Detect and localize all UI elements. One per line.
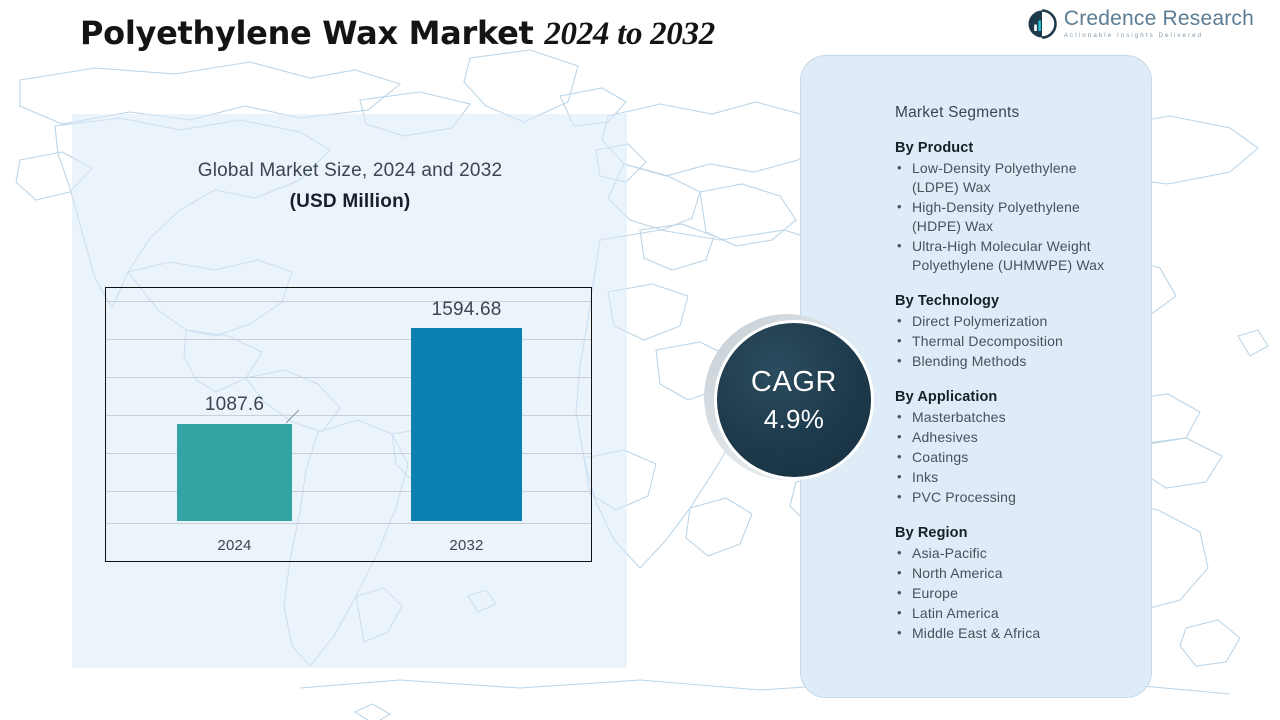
list-item: Blending Methods [895,351,1151,371]
segment-item-line2: (LDPE) Wax [912,179,991,195]
segment-list: Masterbatches Adhesives Coatings Inks PV… [895,407,1151,507]
segment-item-line1: Middle East & Africa [912,625,1041,641]
list-item: Coatings [895,447,1151,467]
page-title-main: Polyethylene Wax Market [80,14,545,52]
list-item: Masterbatches [895,407,1151,427]
logo-wordmark: Credence Research Actionable Insights De… [1064,8,1254,39]
bar-value-label-2024: 1087.6 [204,394,265,415]
list-item: High-Density Polyethylene (HDPE) Wax [895,197,1151,236]
list-item: Latin America [895,603,1151,623]
bar-value-label-2032: 1594.68 [431,299,502,320]
segment-item-line1: PVC Processing [912,489,1017,505]
segment-group-by-application: By Application Masterbatches Adhesives C… [895,389,1151,507]
list-item: Thermal Decomposition [895,331,1151,351]
segment-item-line1: Adhesives [912,429,978,445]
segment-item-line1: Ultra-High Molecular Weight [912,238,1091,254]
list-item: PVC Processing [895,487,1151,507]
cagr-value: 4.9% [763,404,825,434]
segment-group-by-technology: By Technology Direct Polymerization Ther… [895,293,1151,371]
cagr-badge: CAGR 4.9% [704,314,876,492]
segment-item-line1: Inks [912,469,939,485]
list-item: Inks [895,467,1151,487]
bar-label-leader-line-icon [286,410,300,424]
bar-category-label-2032: 2032 [449,537,484,554]
list-item: Middle East & Africa [895,623,1151,643]
list-item: North America [895,563,1151,583]
market-segments-title: Market Segments [895,104,1020,121]
list-item: Europe [895,583,1151,603]
segment-item-line2: (HDPE) Wax [912,218,994,234]
list-item: Ultra-High Molecular Weight Polyethylene… [895,236,1151,275]
logo-tagline: Actionable Insights Delivered [1063,32,1204,39]
segment-heading: By Application [895,389,998,405]
segment-item-line1: Thermal Decomposition [912,333,1063,349]
segment-heading: By Product [895,140,974,156]
page-title-years: 2024 to 2032 [544,16,715,52]
segment-item-line1: Latin America [912,605,999,621]
bar-rect-2032 [411,328,522,521]
bar-category-label-2024: 2024 [217,537,252,554]
segment-list: Low-Density Polyethylene (LDPE) Wax High… [895,158,1151,275]
page-title: Polyethylene Wax Market 2024 to 2032 [80,14,715,53]
segment-item-line1: High-Density Polyethylene [912,199,1080,215]
list-item: Direct Polymerization [895,311,1151,331]
cagr-label: CAGR [750,366,838,398]
segment-item-line1: Blending Methods [912,353,1027,369]
list-item: Asia-Pacific [895,543,1151,563]
segment-heading: By Region [895,525,968,541]
list-item: Low-Density Polyethylene (LDPE) Wax [895,158,1151,197]
segment-item-line1: Asia-Pacific [912,545,987,561]
chart-title: Global Market Size, 2024 and 2032 [197,160,503,181]
segment-item-line1: Direct Polymerization [912,313,1048,329]
logo-brand-name: Credence Research [1063,7,1254,30]
segment-item-line1: Europe [912,585,959,601]
segment-item-line1: Coatings [912,449,969,465]
cagr-circle: CAGR 4.9% [714,320,874,480]
bar-rect-2024 [177,424,292,521]
segment-group-by-product: By Product Low-Density Polyethylene (LDP… [895,140,1151,275]
bar-chart: 1087.6 2024 1594.68 2032 [105,287,592,562]
segment-list: Asia-Pacific North America Europe Latin … [895,543,1151,643]
segment-item-line1: North America [912,565,1003,581]
chart-heading: Global Market Size, 2024 and 2032 (USD M… [110,160,590,213]
bar-chart-circle-logo-icon [1027,8,1057,39]
chart-plot-area: 1087.6 2024 1594.68 2032 [106,288,591,561]
segment-group-by-region: By Region Asia-Pacific North America Eur… [895,525,1151,643]
segment-list: Direct Polymerization Thermal Decomposit… [895,311,1151,371]
segment-item-line1: Low-Density Polyethylene [912,160,1077,176]
segment-item-line2: Polyethylene (UHMWPE) Wax [912,257,1105,273]
segment-item-line1: Masterbatches [912,409,1006,425]
list-item: Adhesives [895,427,1151,447]
segment-heading: By Technology [895,293,1000,309]
chart-subtitle: (USD Million) [289,191,411,212]
brand-logo: Credence Research Actionable Insights De… [1027,8,1254,39]
